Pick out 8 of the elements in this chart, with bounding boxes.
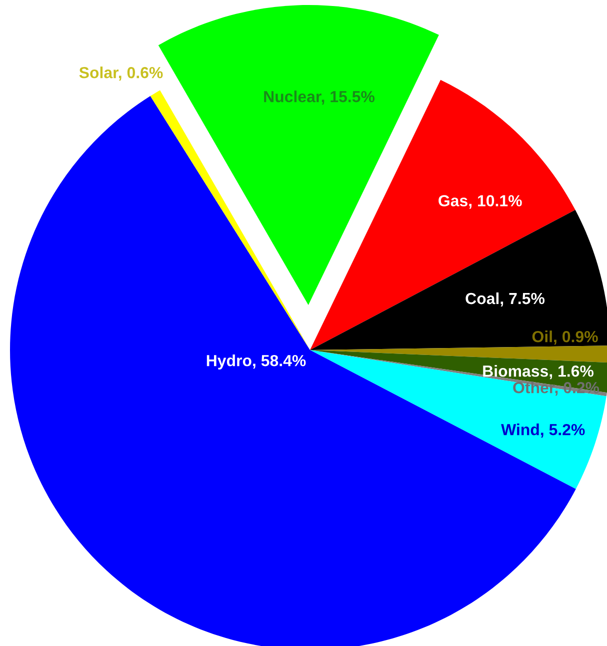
slice-label: Hydro, 58.4% — [206, 354, 306, 370]
slice-label: Solar, 0.6% — [79, 66, 163, 81]
slice-label: Biomass, 1.6% — [483, 365, 594, 380]
slice-label: Coal, 7.5% — [466, 292, 545, 307]
slice-label: Oil, 0.9% — [532, 330, 598, 345]
slice-label: Nuclear, 15.5% — [264, 90, 375, 105]
slice-label: Wind, 5.2% — [501, 424, 585, 438]
slice-label: Gas, 10.1% — [438, 195, 522, 209]
